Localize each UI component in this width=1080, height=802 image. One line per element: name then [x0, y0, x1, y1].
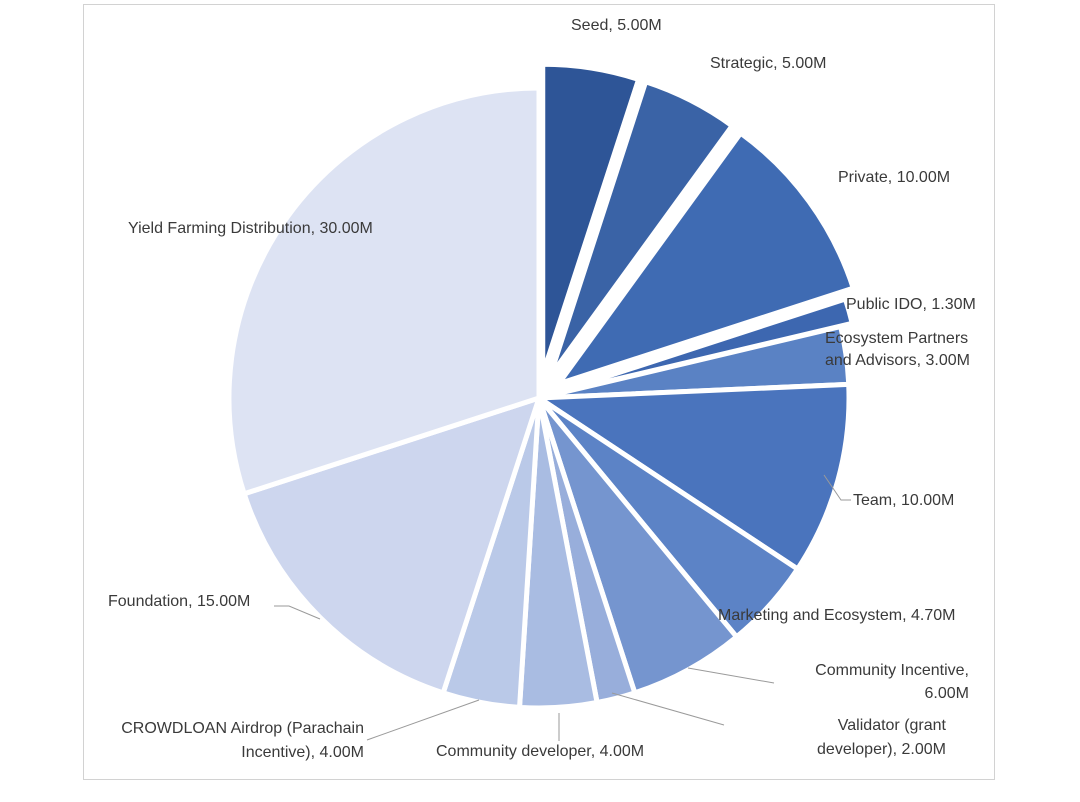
pie-chart: Seed, 5.00M Strategic, 5.00M Private, 10.0…	[108, 17, 976, 761]
pie-slice-strategic	[547, 78, 736, 379]
leader-line	[366, 699, 480, 741]
slice-label: Community Incentive, 6.00M	[815, 662, 969, 702]
slice-label: Community developer, 4.00M	[436, 743, 644, 760]
pie-slice-yield-farming-distribution	[226, 85, 542, 497]
slice-label: CROWDLOAN Airdrop (Parachain Incentive), …	[121, 720, 364, 761]
pie-slice-private	[551, 129, 857, 389]
leader-line	[823, 474, 851, 501]
slice-label: Private, 10.00M	[838, 169, 950, 186]
pie-slice-team	[531, 381, 852, 573]
slice-label: Strategic, 5.00M	[710, 55, 827, 72]
slice-label: Team, 10.00M	[853, 492, 954, 509]
pie-slice-seed	[540, 61, 642, 376]
slice-label: Yield Farming Distribution, 30.00M	[128, 220, 373, 237]
slice-label: Foundation, 15.00M	[108, 593, 250, 610]
slice-label: Ecosystem Partners and Advisors, 3.00M	[825, 330, 970, 369]
slice-label: Public IDO, 1.30M	[846, 296, 976, 313]
leader-line	[687, 667, 775, 684]
leader-line	[274, 605, 321, 620]
leader-line	[611, 692, 725, 726]
slice-label: Seed, 5.00M	[571, 17, 662, 34]
pie-slice-public-ido	[549, 295, 856, 398]
slice-label: Validator (grant developer), 2.00M	[817, 717, 947, 758]
chart-frame: Seed, 5.00M Strategic, 5.00M Private, 10.0…	[83, 4, 995, 780]
slice-label: Marketing and Ecosystem, 4.70M	[718, 607, 955, 624]
